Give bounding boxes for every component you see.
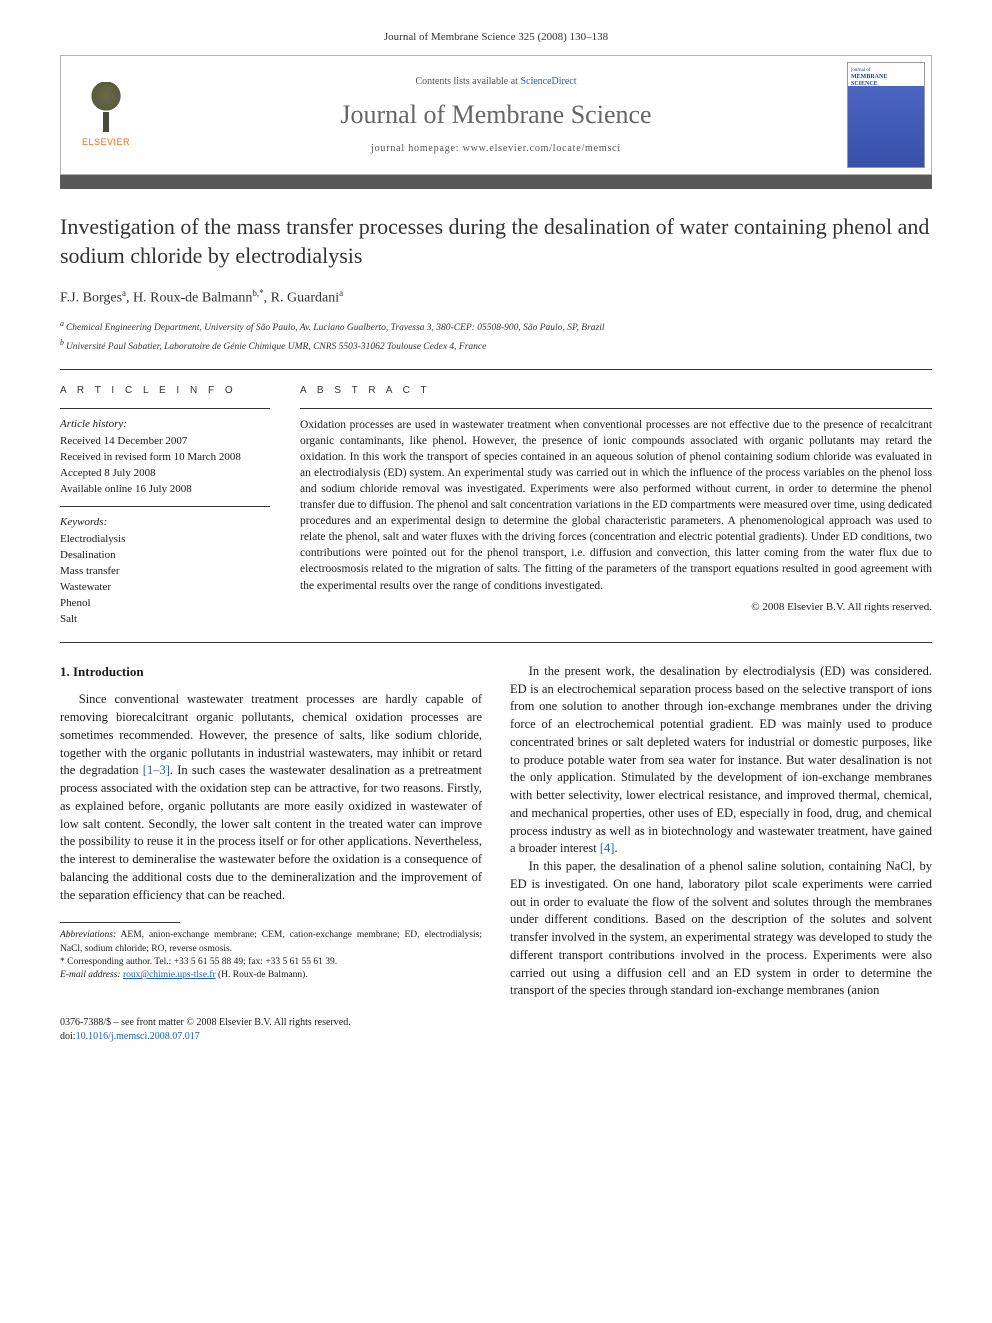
body-right-column: In the present work, the desalination by… xyxy=(510,663,932,1000)
running-header: Journal of Membrane Science 325 (2008) 1… xyxy=(60,30,932,45)
journal-center: Contents lists available at ScienceDirec… xyxy=(151,56,841,174)
email-suffix: (H. Roux-de Balmann). xyxy=(216,970,308,980)
article-info-column: A R T I C L E I N F O Article history: R… xyxy=(60,384,270,628)
keyword-1: Electrodialysis xyxy=(60,532,270,548)
rule-bottom xyxy=(60,642,932,643)
p2b: . xyxy=(614,841,617,855)
info-rule-2 xyxy=(60,506,270,507)
contents-prefix: Contents lists available at xyxy=(415,76,520,87)
contents-available-line: Contents lists available at ScienceDirec… xyxy=(151,75,841,89)
footnote-corresponding: * Corresponding author. Tel.: +33 5 61 5… xyxy=(60,956,482,969)
authors-line: F.J. Borges a, H. Roux-de Balmannb,*, R. … xyxy=(60,287,932,308)
section-1-head: 1. Introduction xyxy=(60,663,482,681)
author-2-sup: b,* xyxy=(252,288,263,298)
affil-a-text: Chemical Engineering Department, Univers… xyxy=(66,323,605,333)
intro-para-2: In the present work, the desalination by… xyxy=(510,663,932,858)
article-title: Investigation of the mass transfer proce… xyxy=(60,213,932,270)
intro-para-3: In this paper, the desalination of a phe… xyxy=(510,858,932,1000)
corr-text: Corresponding author. Tel.: +33 5 61 55 … xyxy=(67,957,337,967)
homepage-url: www.elsevier.com/locate/memsci xyxy=(463,143,621,154)
keyword-4: Wastewater xyxy=(60,580,270,596)
rule-top xyxy=(60,369,932,370)
footnote-rule xyxy=(60,922,180,923)
abbrev-text: AEM, anion-exchange membrane; CEM, catio… xyxy=(60,930,482,953)
author-1: F.J. Borges xyxy=(60,290,122,305)
abstract-column: A B S T R A C T Oxidation processes are … xyxy=(300,384,932,628)
affil-b-text: Université Paul Sabatier, Laboratoire de… xyxy=(66,342,486,352)
history-revised: Received in revised form 10 March 2008 xyxy=(60,450,270,466)
abs-rule xyxy=(300,408,932,409)
doi-link[interactable]: 10.1016/j.memsci.2008.07.017 xyxy=(76,1031,200,1042)
section-title: Introduction xyxy=(70,664,144,679)
ref-4[interactable]: [4] xyxy=(600,841,615,855)
sep2: , xyxy=(264,290,271,305)
history-head: Article history: xyxy=(60,417,270,432)
p1b: . In such cases the wastewater desalinat… xyxy=(60,763,482,901)
info-rule-1 xyxy=(60,408,270,409)
sciencedirect-link[interactable]: ScienceDirect xyxy=(520,76,576,87)
abstract-copyright: © 2008 Elsevier B.V. All rights reserved… xyxy=(300,600,932,615)
author-2: H. Roux-de Balmann xyxy=(133,290,252,305)
homepage-prefix: journal homepage: xyxy=(371,143,463,154)
history-received: Received 14 December 2007 xyxy=(60,434,270,450)
abstract-text: Oxidation processes are used in wastewat… xyxy=(300,417,932,594)
intro-para-1: Since conventional wastewater treatment … xyxy=(60,691,482,904)
sep1: , xyxy=(126,290,133,305)
keyword-6: Salt xyxy=(60,612,270,628)
publisher-logo-block: ELSEVIER xyxy=(61,56,151,174)
publisher-name: ELSEVIER xyxy=(82,136,130,149)
article-info-head: A R T I C L E I N F O xyxy=(60,384,270,398)
p2a: In the present work, the desalination by… xyxy=(510,664,932,856)
history-online: Available online 16 July 2008 xyxy=(60,482,270,498)
footnote-email: E-mail address: roux@chimie.ups-tlse.fr … xyxy=(60,969,482,982)
footnote-abbrev: Abbreviations: AEM, anion-exchange membr… xyxy=(60,929,482,956)
email-link[interactable]: roux@chimie.ups-tlse.fr xyxy=(123,970,216,980)
keywords-head: Keywords: xyxy=(60,515,270,530)
email-label: E-mail address: xyxy=(60,970,123,980)
homepage-line: journal homepage: www.elsevier.com/locat… xyxy=(151,142,841,156)
elsevier-tree-icon xyxy=(81,82,131,132)
affiliation-b: b Université Paul Sabatier, Laboratoire … xyxy=(60,337,932,354)
journal-title: Journal of Membrane Science xyxy=(151,97,841,133)
header-divider-bar xyxy=(60,175,932,189)
body-left-column: 1. Introduction Since conventional waste… xyxy=(60,663,482,1000)
footer-doi-line: doi:10.1016/j.memsci.2008.07.017 xyxy=(60,1030,932,1044)
cover-thumb-title: journal of MEMBRANE SCIENCE xyxy=(851,67,921,87)
cover-line1: journal of xyxy=(851,68,871,73)
footer-line1: 0376-7388/$ – see front matter © 2008 El… xyxy=(60,1016,932,1030)
abbrev-label: Abbreviations: xyxy=(60,930,116,940)
cover-line2: MEMBRANE xyxy=(851,74,887,80)
info-abstract-row: A R T I C L E I N F O Article history: R… xyxy=(60,384,932,628)
keyword-5: Phenol xyxy=(60,596,270,612)
keyword-3: Mass transfer xyxy=(60,564,270,580)
body-two-column: 1. Introduction Since conventional waste… xyxy=(60,663,932,1000)
journal-header-box: ELSEVIER Contents lists available at Sci… xyxy=(60,55,932,175)
ref-1-3[interactable]: [1–3] xyxy=(143,763,170,777)
cover-line3: SCIENCE xyxy=(851,81,878,87)
section-num: 1. xyxy=(60,664,70,679)
page-footer: 0376-7388/$ – see front matter © 2008 El… xyxy=(60,1016,932,1044)
journal-cover-thumb: journal of MEMBRANE SCIENCE xyxy=(847,62,925,168)
history-accepted: Accepted 8 July 2008 xyxy=(60,466,270,482)
doi-prefix: doi: xyxy=(60,1031,76,1042)
abstract-head: A B S T R A C T xyxy=(300,384,932,398)
author-3: R. Guardani xyxy=(271,290,339,305)
affiliation-a: a Chemical Engineering Department, Unive… xyxy=(60,318,932,335)
author-3-sup: a xyxy=(339,288,343,298)
keyword-2: Desalination xyxy=(60,548,270,564)
